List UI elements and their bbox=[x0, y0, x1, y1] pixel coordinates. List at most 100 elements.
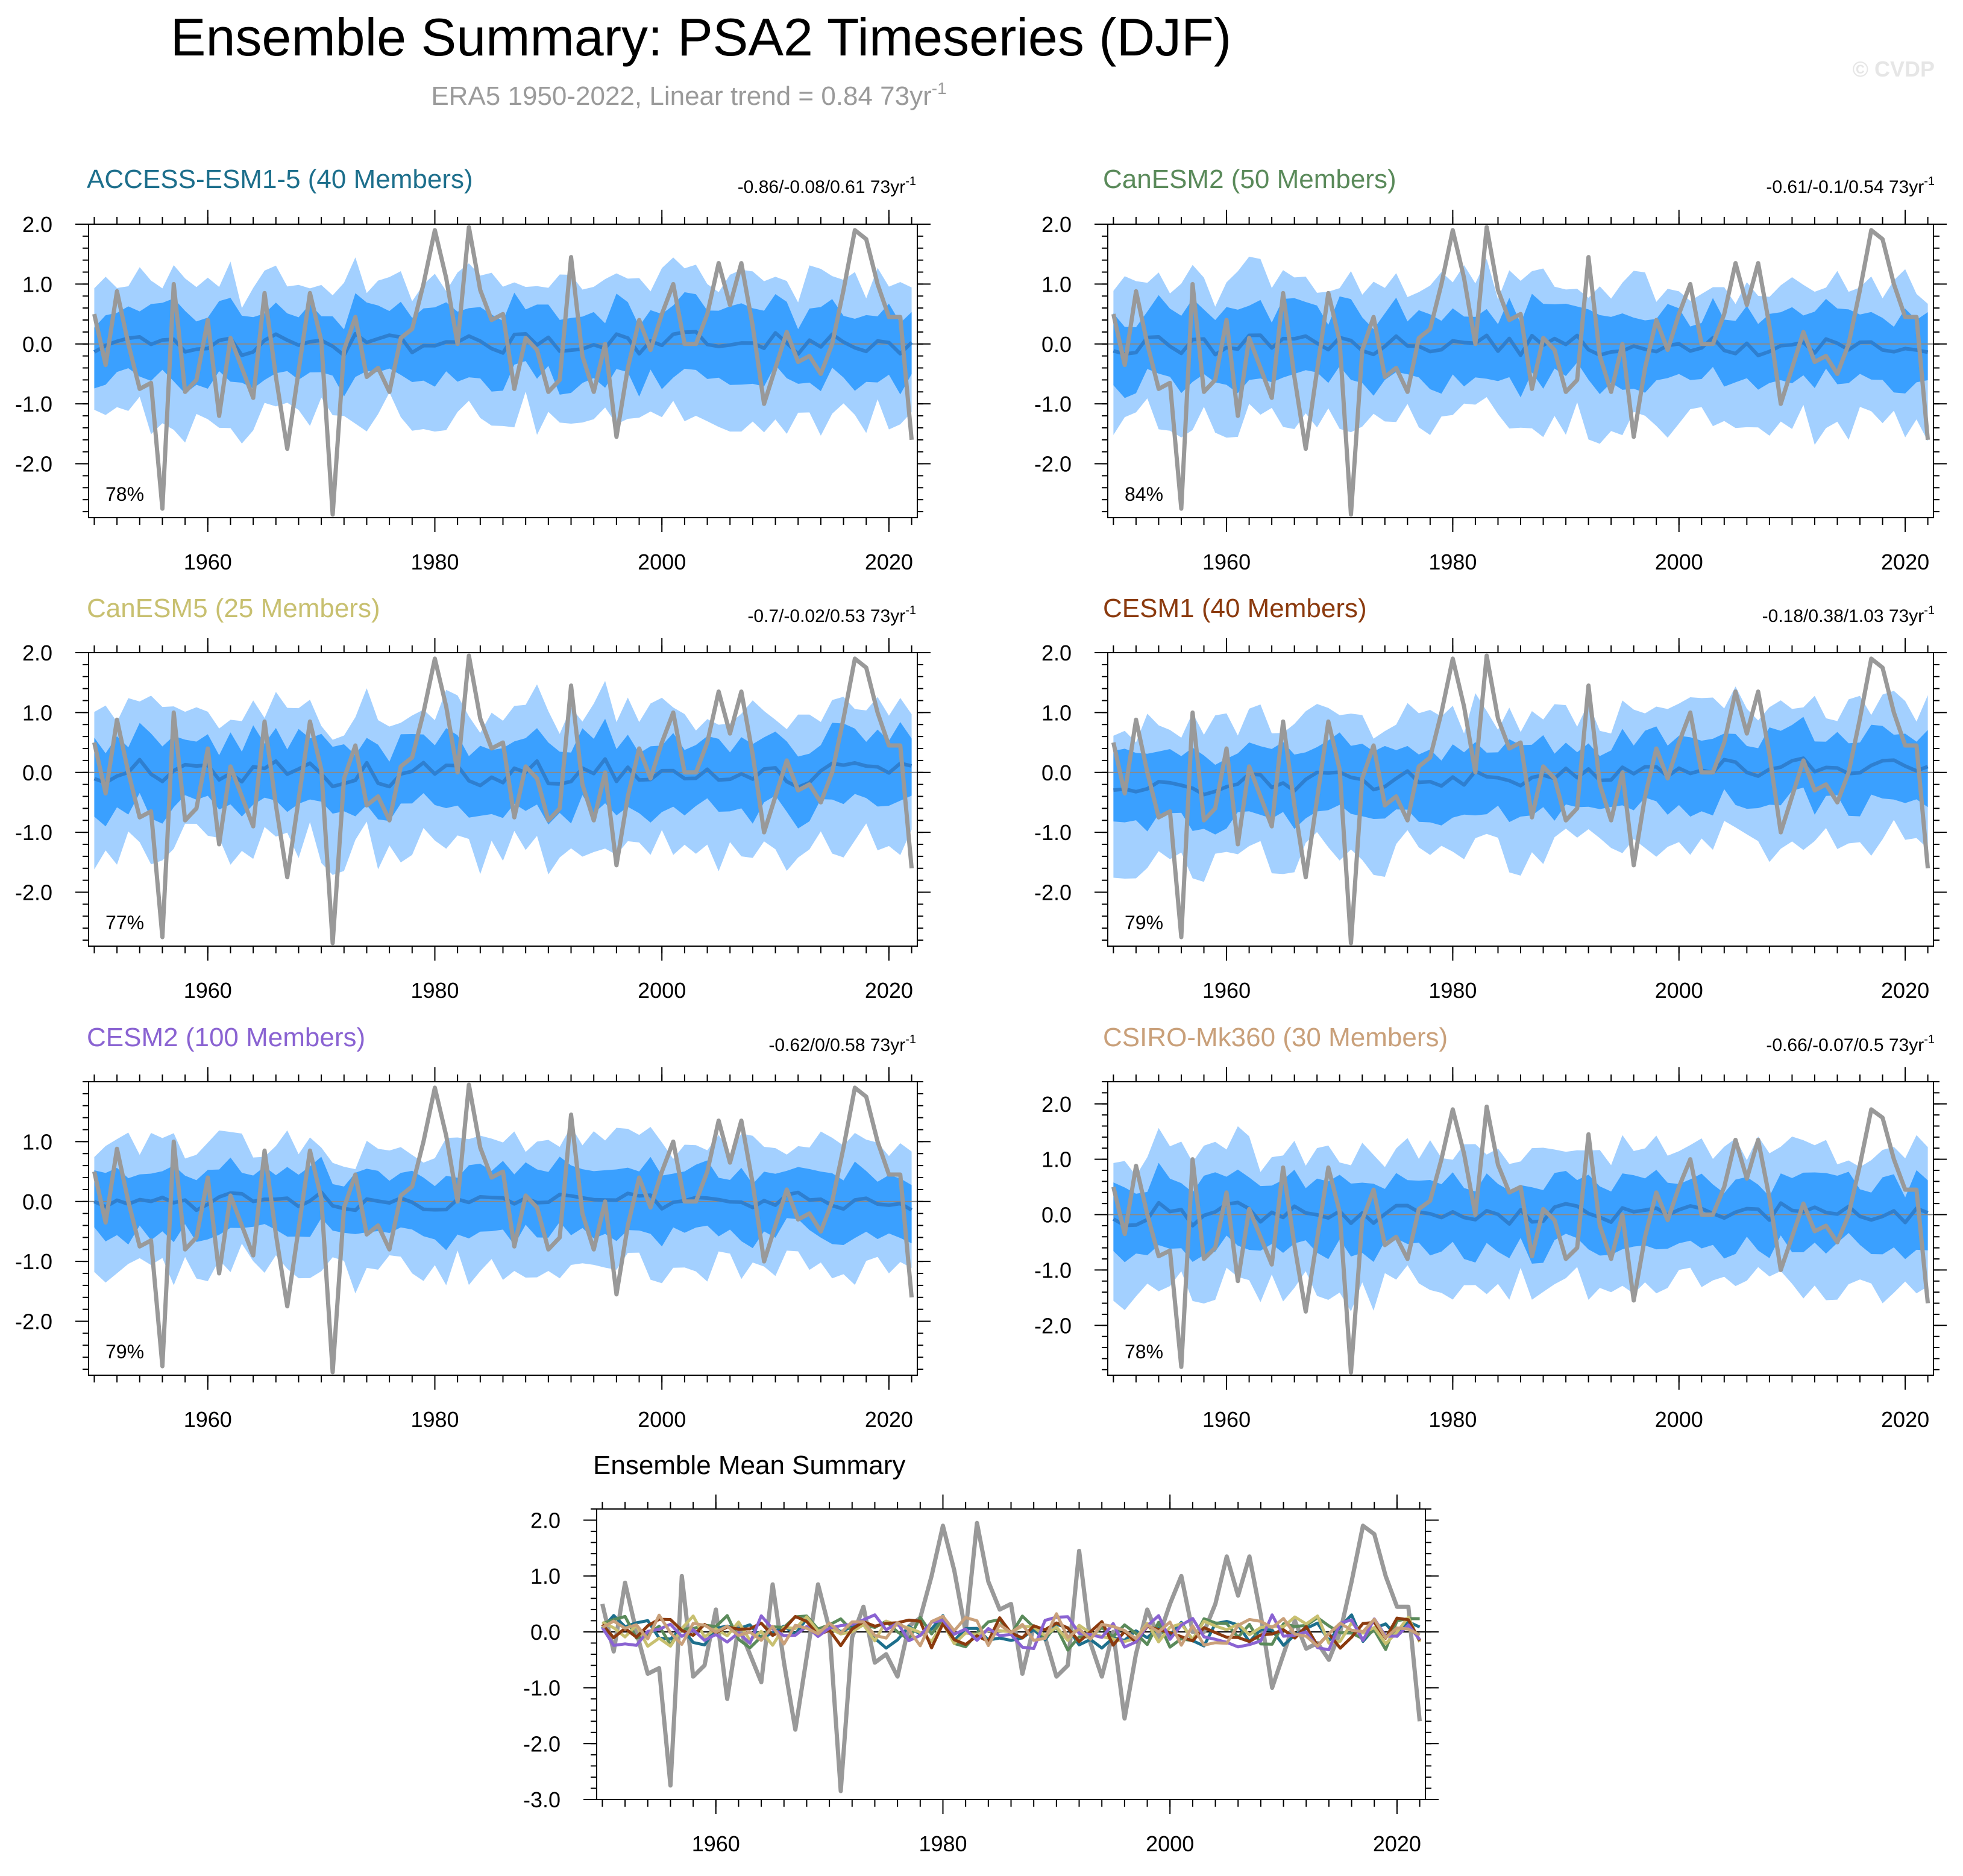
percent-label: 79% bbox=[105, 1341, 144, 1363]
x-tick-label: 2020 bbox=[1373, 1831, 1421, 1856]
x-tick-label: 1980 bbox=[410, 550, 459, 574]
y-tick-label: 2.0 bbox=[1041, 641, 1072, 665]
panel-cesm2: CESM2 (100 Members) -0.62/0/0.58 73yr-1 79… bbox=[15, 1023, 931, 1432]
x-tick-label: 2020 bbox=[1881, 1407, 1929, 1432]
percent-label: 78% bbox=[1125, 1341, 1163, 1363]
x-tick-label: 1960 bbox=[692, 1831, 740, 1856]
trend-value: -0.66/-0.07/0.5 73yr bbox=[1766, 1035, 1924, 1055]
subtitle-text: ERA5 1950-2022, Linear trend = 0.84 73yr bbox=[431, 81, 931, 111]
y-tick-label: 0.0 bbox=[1041, 761, 1072, 785]
y-tick-label: -2.0 bbox=[1034, 880, 1072, 905]
panel-title: Ensemble Mean Summary bbox=[593, 1451, 905, 1480]
observed-line bbox=[92, 225, 914, 517]
observed-line bbox=[1111, 653, 1930, 946]
y-tick-label: 2.0 bbox=[1041, 212, 1072, 237]
plot-area bbox=[1108, 1104, 1933, 1375]
panel-title: CSIRO-Mk360 (30 Members) bbox=[1103, 1023, 1448, 1052]
x-tick-label: 1960 bbox=[184, 1407, 232, 1432]
x-tick-label: 1980 bbox=[1428, 550, 1477, 574]
trend-exponent: -1 bbox=[905, 175, 916, 188]
x-tick-label: 1980 bbox=[919, 1831, 967, 1856]
y-tick-label: 0.0 bbox=[530, 1620, 561, 1645]
y-tick-label: -1.0 bbox=[15, 392, 52, 416]
panel-canesm5: CanESM5 (25 Members) -0.7/-0.02/0.53 73yr… bbox=[15, 594, 931, 1003]
trend-text: -0.7/-0.02/0.53 73yr-1 bbox=[747, 604, 916, 626]
y-tick-label: 0.0 bbox=[22, 1190, 52, 1214]
panel-csiro: CSIRO-Mk360 (30 Members) -0.66/-0.07/0.5 … bbox=[1034, 1023, 1947, 1432]
trend-text: -0.61/-0.1/0.54 73yr-1 bbox=[1766, 175, 1935, 197]
x-tick-label: 2020 bbox=[865, 1407, 913, 1432]
y-tick-label: -2.0 bbox=[1034, 1313, 1072, 1338]
y-tick-label: -1.0 bbox=[1034, 820, 1072, 845]
percent-label: 79% bbox=[1125, 912, 1163, 933]
ensemble-mean-line bbox=[93, 1190, 913, 1212]
y-tick-label: -1.0 bbox=[1034, 1258, 1072, 1282]
observed-line bbox=[1111, 1104, 1930, 1375]
plot-area bbox=[89, 225, 917, 517]
trend-value: -0.86/-0.08/0.61 73yr bbox=[738, 177, 906, 197]
x-tick-label: 1980 bbox=[1428, 1407, 1477, 1432]
trend-exponent: -1 bbox=[905, 604, 916, 617]
plot-area bbox=[89, 1082, 917, 1375]
y-tick-label: 1.0 bbox=[1041, 1147, 1072, 1172]
panel-summary: Ensemble Mean Summary 2.0 1.0 0.0 -1.0 -2.0 -3… bbox=[523, 1451, 1439, 1856]
plot-area bbox=[1108, 225, 1933, 517]
trend-exponent: -1 bbox=[905, 1033, 916, 1046]
y-tick-label: -1.0 bbox=[15, 820, 52, 845]
y-tick-label: 1.0 bbox=[22, 272, 52, 296]
y-tick-label: 1.0 bbox=[22, 700, 52, 725]
y-tick-label: -2.0 bbox=[523, 1731, 561, 1756]
y-tick-label: 1.0 bbox=[530, 1564, 561, 1589]
x-tick-label: 2000 bbox=[1655, 978, 1703, 1003]
panel-access: ACCESS-ESM1-5 (40 Members) -0.86/-0.08/0.… bbox=[15, 165, 931, 574]
y-tick-label: -1.0 bbox=[15, 1249, 52, 1274]
model-mean-line-5 bbox=[601, 1612, 1421, 1648]
y-tick-label: 2.0 bbox=[22, 212, 52, 237]
trend-text: -0.62/0/0.58 73yr-1 bbox=[768, 1033, 916, 1055]
x-tick-label: 2000 bbox=[638, 550, 686, 574]
x-tick-label: 2000 bbox=[638, 978, 686, 1003]
main-title: Ensemble Summary: PSA2 Timeseries (DJF) bbox=[171, 7, 1231, 67]
y-tick-label: -2.0 bbox=[1034, 452, 1072, 477]
x-tick-label: 1960 bbox=[1202, 1407, 1251, 1432]
trend-value: -0.18/0.38/1.03 73yr bbox=[1762, 606, 1924, 626]
y-tick-label: 0.0 bbox=[22, 761, 52, 785]
percent-label: 77% bbox=[105, 912, 144, 933]
ensemble-mean-line bbox=[1113, 333, 1929, 357]
x-tick-label: 2000 bbox=[638, 1407, 686, 1432]
y-tick-label: 2.0 bbox=[1041, 1092, 1072, 1117]
subtitle: ERA5 1950-2022, Linear trend = 0.84 73yr… bbox=[431, 79, 946, 111]
x-tick-label: 1980 bbox=[410, 1407, 459, 1432]
y-tick-label: -1.0 bbox=[1034, 392, 1072, 416]
plot-area bbox=[1108, 653, 1933, 946]
x-tick-label: 2020 bbox=[1881, 978, 1929, 1003]
y-tick-label: 0.0 bbox=[1041, 1203, 1072, 1228]
observed-line bbox=[92, 653, 914, 946]
x-tick-label: 2000 bbox=[1655, 550, 1703, 574]
observed-line bbox=[92, 1082, 914, 1375]
observed-line bbox=[1111, 225, 1930, 517]
y-tick-label: -1.0 bbox=[523, 1676, 561, 1701]
y-tick-label: 1.0 bbox=[1041, 700, 1072, 725]
x-tick-label: 1980 bbox=[1428, 978, 1477, 1003]
y-tick-label: -3.0 bbox=[523, 1787, 561, 1812]
x-tick-label: 2000 bbox=[1655, 1407, 1703, 1432]
panel-title: CanESM5 (25 Members) bbox=[87, 594, 380, 623]
trend-exponent: -1 bbox=[1924, 604, 1935, 617]
subtitle-exponent: -1 bbox=[932, 79, 947, 98]
panel-canesm2: CanESM2 (50 Members) -0.61/-0.1/0.54 73yr… bbox=[1034, 165, 1947, 574]
percent-label: 84% bbox=[1125, 483, 1163, 505]
y-tick-label: 0.0 bbox=[1041, 332, 1072, 357]
panel-title: CanESM2 (50 Members) bbox=[1103, 165, 1396, 194]
y-tick-label: -2.0 bbox=[15, 1310, 52, 1334]
panel-cesm1: CESM1 (40 Members) -0.18/0.38/1.03 73yr-1… bbox=[1034, 594, 1947, 1003]
trend-exponent: -1 bbox=[1924, 1033, 1935, 1046]
panel-title: CESM1 (40 Members) bbox=[1103, 594, 1367, 623]
trend-text: -0.86/-0.08/0.61 73yr-1 bbox=[738, 175, 916, 197]
x-tick-label: 1980 bbox=[410, 978, 459, 1003]
trend-value: -0.7/-0.02/0.53 73yr bbox=[747, 606, 905, 626]
watermark: © CVDP bbox=[1852, 57, 1935, 81]
y-tick-label: -2.0 bbox=[15, 880, 52, 905]
trend-value: -0.62/0/0.58 73yr bbox=[768, 1035, 905, 1055]
